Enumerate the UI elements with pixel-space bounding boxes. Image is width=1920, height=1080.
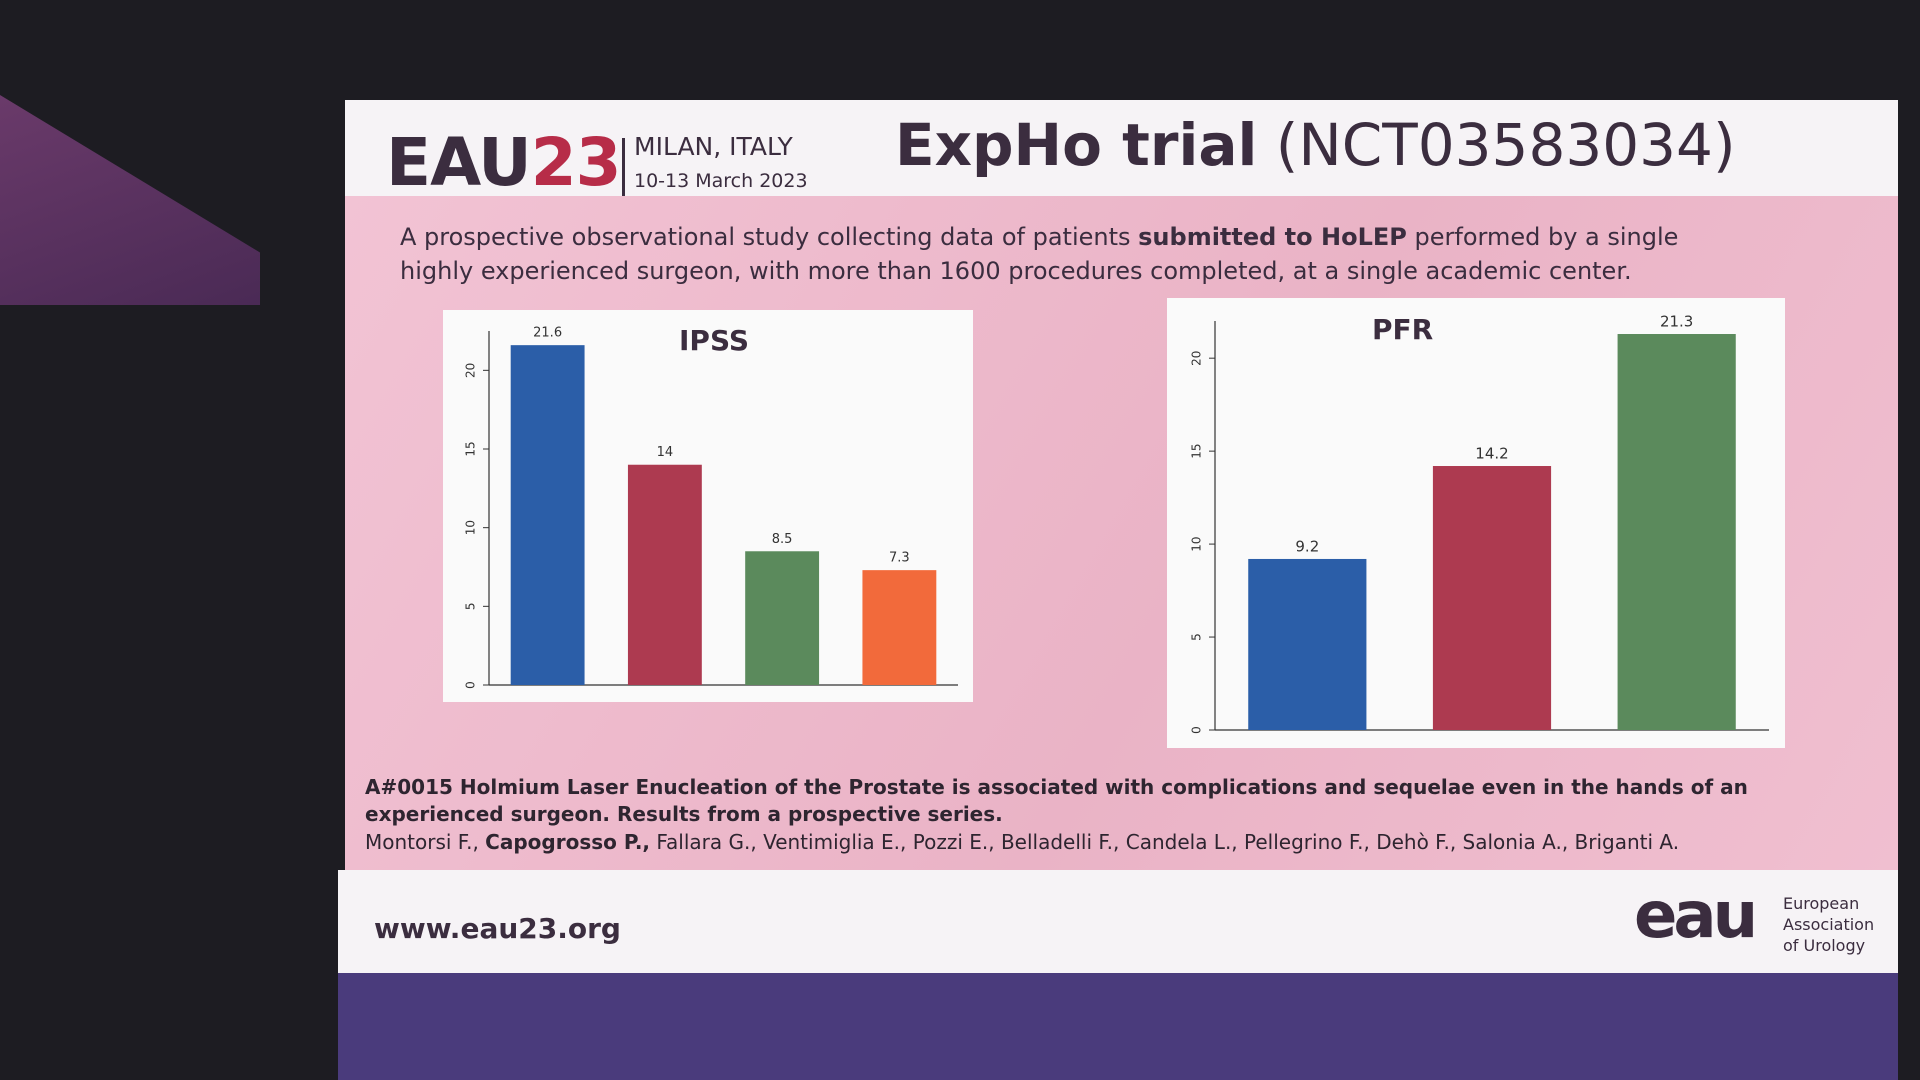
- bar: [1617, 334, 1736, 730]
- y-tick-label: 15: [464, 441, 478, 456]
- title-rest: (NCT03583034): [1275, 111, 1736, 179]
- dates: 10-13 March 2023: [634, 170, 808, 192]
- authors-rest: Fallara G., Ventimiglia E., Pozzi E., Be…: [656, 830, 1680, 854]
- intro-text: performed by a single highly experienced…: [400, 223, 1679, 285]
- author: Montorsi F.,: [365, 830, 479, 854]
- y-tick-label: 20: [1190, 351, 1204, 366]
- bar: [1432, 466, 1552, 730]
- value-label: 8.5: [772, 532, 793, 547]
- y-tick-label: 15: [1190, 443, 1204, 458]
- chart: 0 5 10 15 20 PFR 9.2 14.2 21.3: [1167, 298, 1785, 748]
- chart-title: PFR: [1372, 313, 1433, 346]
- chart: 0 5 10 15 20 IPSS 21.6 14 8.5 7.3: [443, 310, 973, 702]
- eau-line: Association: [1783, 915, 1875, 934]
- title-bold: ExpHo trial: [895, 111, 1258, 179]
- value-label: 14: [657, 445, 674, 460]
- y-tick-label: 20: [464, 363, 478, 378]
- intro-bold: submitted to HoLEP: [1138, 223, 1407, 251]
- slide-title: ExpHo trial (NCT03583034): [895, 116, 1736, 174]
- value-label: 14.2: [1475, 445, 1508, 463]
- bar: [862, 570, 937, 685]
- slide-header: [345, 100, 1898, 196]
- eau-mark: eau: [1634, 879, 1758, 953]
- y-tick-label: 5: [1190, 633, 1204, 641]
- bar: [627, 464, 702, 685]
- logo-text: EAU: [386, 124, 532, 201]
- eau23-logo: EAU23: [386, 130, 622, 196]
- bar: [510, 345, 585, 685]
- y-tick-label: 5: [464, 603, 478, 611]
- value-label: 21.6: [533, 326, 562, 341]
- citation-title: A#0015 Holmium Laser Enucleation of the …: [365, 775, 1748, 826]
- eau-name: European Association of Urology: [1783, 893, 1874, 956]
- eau-line: of Urology: [1783, 936, 1866, 955]
- y-tick-label: 10: [464, 520, 478, 535]
- logo-number: 23: [530, 124, 622, 201]
- authors: Montorsi F., Capogrosso P., Fallara G., …: [365, 829, 1815, 856]
- bar: [745, 551, 820, 685]
- location: MILAN, ITALY: [634, 132, 793, 161]
- value-label: 21.3: [1660, 313, 1693, 331]
- eau-line: European: [1783, 894, 1860, 913]
- separator: [622, 138, 625, 196]
- intro-text: A prospective observational study collec…: [400, 223, 1131, 251]
- stage-light: [0, 95, 260, 305]
- slide-footer: [338, 870, 1898, 973]
- y-tick-label: 10: [1190, 536, 1204, 551]
- chart-title: IPSS: [679, 324, 749, 357]
- stage: [338, 973, 1898, 1080]
- value-label: 9.2: [1295, 537, 1319, 555]
- url: www.eau23.org: [374, 912, 621, 945]
- intro: A prospective observational study collec…: [400, 220, 1720, 288]
- bar: [1248, 558, 1367, 730]
- y-tick-label: 0: [464, 681, 478, 689]
- author-bold: Capogrosso P.,: [485, 830, 651, 854]
- value-label: 7.3: [889, 551, 910, 566]
- y-tick-label: 0: [1190, 726, 1204, 734]
